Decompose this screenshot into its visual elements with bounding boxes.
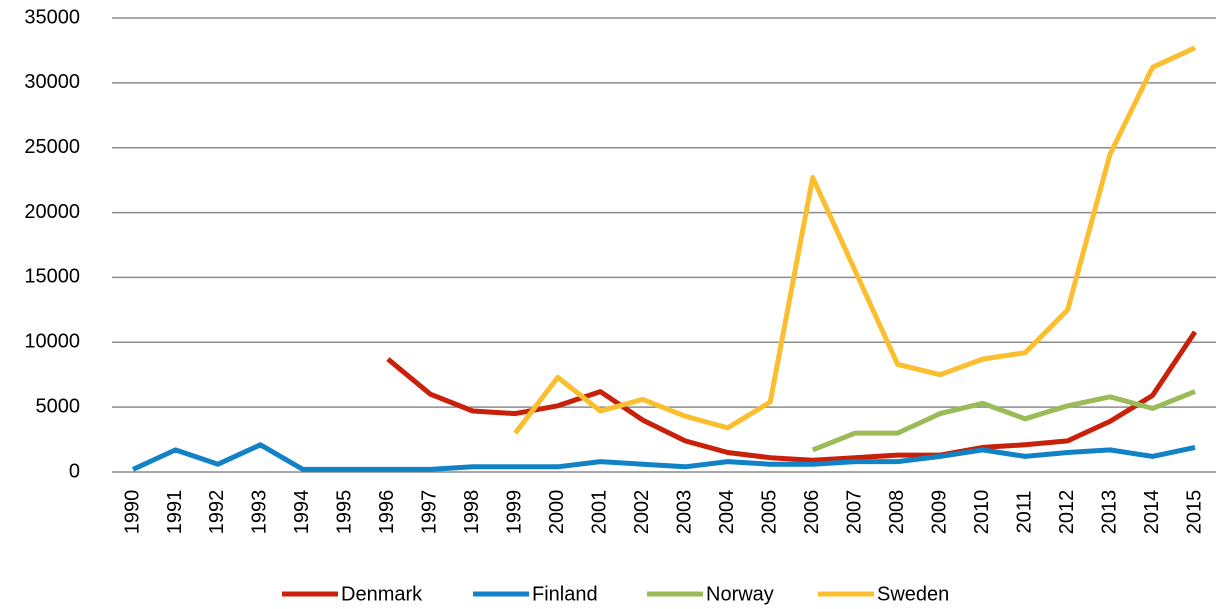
line-series bbox=[513, 45, 1197, 435]
legend-label: Sweden bbox=[877, 583, 949, 605]
legend-label: Finland bbox=[532, 583, 598, 605]
x-tick-label: 1995 bbox=[334, 490, 356, 535]
x-tick-label: 1996 bbox=[376, 490, 398, 535]
x-tick-label: 1999 bbox=[504, 490, 526, 535]
x-tick-label: 2008 bbox=[886, 490, 908, 535]
x-tick-label: 2006 bbox=[801, 490, 823, 535]
x-tick-label: 1997 bbox=[419, 490, 441, 535]
y-tick-label: 20000 bbox=[24, 201, 80, 223]
x-tick-label: 2015 bbox=[1183, 490, 1205, 535]
y-tick-label: 35000 bbox=[24, 6, 80, 28]
y-tick-label: 30000 bbox=[24, 71, 80, 93]
line-series bbox=[811, 389, 1196, 453]
line-series bbox=[131, 442, 1196, 472]
x-tick-label: 2004 bbox=[716, 490, 738, 535]
x-tick-label: 2000 bbox=[546, 490, 568, 535]
legend-label: Denmark bbox=[341, 583, 423, 605]
x-tick-label: 1994 bbox=[291, 490, 313, 535]
legend-label: Norway bbox=[706, 583, 774, 605]
x-tick-label: 2009 bbox=[928, 490, 950, 535]
x-tick-label: 2012 bbox=[1056, 490, 1078, 535]
x-tick-label: 2014 bbox=[1141, 490, 1163, 535]
x-tick-label: 1990 bbox=[121, 490, 143, 535]
x-tick-label: 1993 bbox=[249, 490, 271, 535]
x-tick-label: 1991 bbox=[164, 490, 186, 535]
x-tick-label: 2003 bbox=[674, 490, 696, 535]
x-tick-label: 2013 bbox=[1098, 490, 1120, 535]
x-tick-label: 2010 bbox=[971, 490, 993, 535]
y-tick-label: 15000 bbox=[24, 266, 80, 288]
y-tick-label: 5000 bbox=[36, 395, 81, 417]
x-tick-label: 2011 bbox=[1013, 490, 1035, 533]
x-tick-label: 2007 bbox=[843, 490, 865, 535]
y-tick-label: 10000 bbox=[24, 331, 80, 353]
x-tick-label: 1992 bbox=[206, 490, 228, 535]
x-tick-label: 2005 bbox=[758, 490, 780, 535]
line-series bbox=[386, 330, 1198, 463]
y-tick-label: 25000 bbox=[24, 136, 80, 158]
x-tick-label: 2002 bbox=[631, 490, 653, 535]
x-tick-label: 2001 bbox=[589, 490, 611, 535]
y-tick-label: 0 bbox=[69, 460, 80, 482]
x-tick-label: 1998 bbox=[461, 490, 483, 535]
